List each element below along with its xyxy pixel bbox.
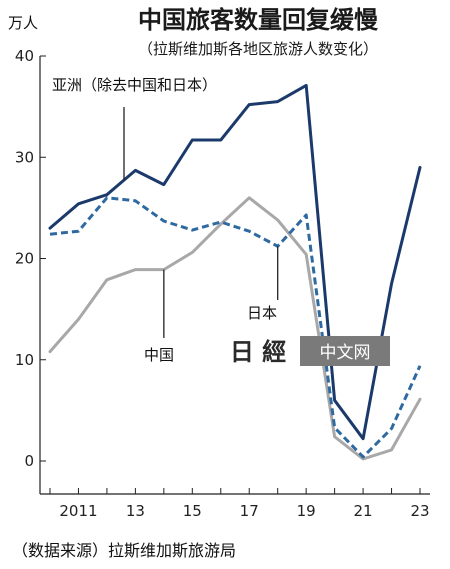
- watermark-label: 中文网: [320, 343, 371, 363]
- x-tick-label: 15: [183, 502, 202, 520]
- series-line: [48, 196, 422, 461]
- y-tick-label: 20: [15, 250, 34, 268]
- series-label: 亚洲（除去中国和日本）: [52, 76, 217, 94]
- x-tick-label: 13: [126, 502, 145, 520]
- watermark: 日 經 中文网: [230, 336, 390, 366]
- x-tick-label: 17: [240, 502, 259, 520]
- x-tick-label: 21: [354, 502, 373, 520]
- series-label: 中国: [144, 346, 174, 364]
- watermark-logo: 日 經: [230, 337, 286, 366]
- chart-title: 中国旅客数量回复缓慢: [138, 6, 379, 34]
- y-tick-label: 30: [15, 148, 34, 166]
- y-tick-label: 10: [15, 351, 34, 369]
- y-tick-label: 40: [15, 47, 34, 65]
- x-tick-label: 23: [410, 502, 429, 520]
- y-unit-label: 万人: [8, 14, 38, 32]
- x-tick-label: 2011: [59, 502, 97, 520]
- y-tick-label: 0: [24, 452, 34, 470]
- axes: 0 10 20 30 40 2011 13 15 17 19 21 23: [15, 47, 430, 520]
- series-line: [48, 83, 422, 441]
- series-line: [49, 196, 422, 459]
- x-tick-label: 19: [297, 502, 316, 520]
- chart-subtitle: （拉斯维加斯各地区旅游人数变化）: [138, 40, 378, 58]
- series-layer: [48, 83, 422, 461]
- series-label: 日本: [247, 304, 277, 322]
- source-note: （数据来源）拉斯维加斯旅游局: [12, 541, 236, 560]
